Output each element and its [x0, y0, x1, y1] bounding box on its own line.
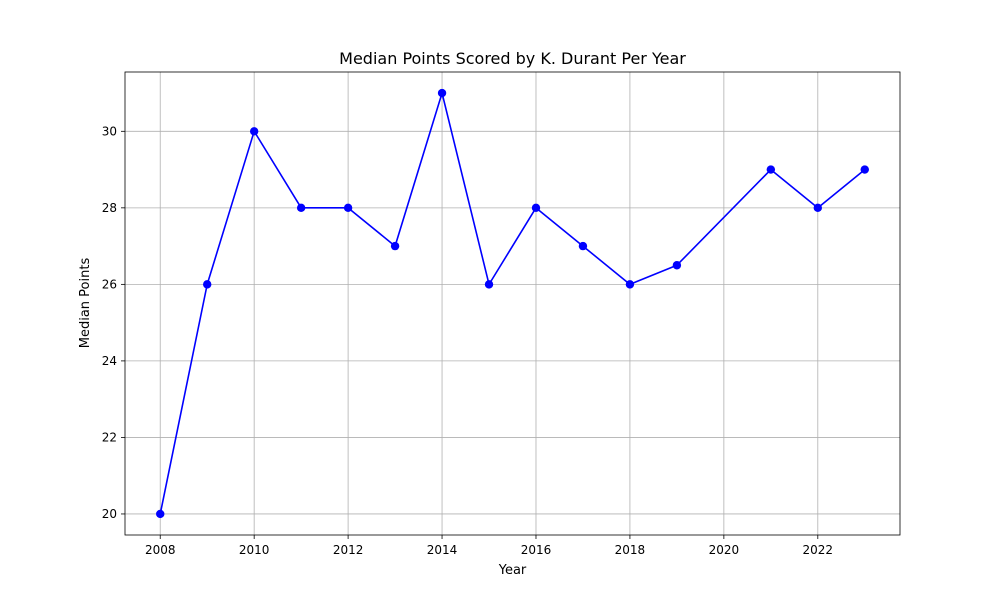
y-tick-label: 28 — [102, 201, 117, 215]
series-layer — [156, 88, 869, 519]
data-point-2014 — [437, 88, 447, 98]
axes: 2008 2010 2012 2014 2016 2018 2020 202220222426… — [102, 71, 901, 557]
x-tick-label: 2008 — [145, 543, 176, 557]
chart-title: Median Points Scored by K. Durant Per Ye… — [339, 49, 686, 68]
y-axis-label: Median Points — [78, 258, 93, 349]
x-tick-label: 2022 — [803, 543, 834, 557]
x-tick-label: 2020 — [709, 543, 740, 557]
y-tick-label: 22 — [102, 430, 117, 444]
plot-frame — [124, 71, 901, 536]
x-tick-label: 2016 — [521, 543, 552, 557]
data-point-2017 — [578, 241, 588, 251]
data-point-2010 — [249, 127, 259, 136]
data-point-2008 — [156, 509, 165, 519]
data-point-2012 — [343, 203, 353, 213]
data-point-2009 — [203, 280, 212, 289]
x-tick-label: 2018 — [615, 543, 646, 557]
data-point-2019 — [672, 261, 682, 270]
data-point-2015 — [484, 280, 494, 289]
data-point-2023 — [860, 165, 869, 174]
y-tick-label: 26 — [102, 277, 117, 291]
data-point-2016 — [531, 203, 541, 213]
y-tick-label: 30 — [102, 124, 117, 138]
data-point-2013 — [390, 241, 400, 251]
data-point-2018 — [625, 280, 635, 289]
grid-lines — [125, 72, 900, 535]
x-tick-label: 2014 — [427, 543, 458, 557]
data-point-2011 — [296, 203, 306, 213]
x-tick-label: 2012 — [333, 543, 364, 557]
x-axis-label: Year — [498, 563, 527, 578]
y-tick-label: 24 — [102, 354, 117, 368]
x-tick-label: 2010 — [239, 543, 270, 557]
y-tick-label: 20 — [102, 507, 117, 521]
data-point-2022 — [813, 203, 822, 213]
data-point-2021 — [766, 165, 776, 174]
series-line — [159, 92, 866, 515]
